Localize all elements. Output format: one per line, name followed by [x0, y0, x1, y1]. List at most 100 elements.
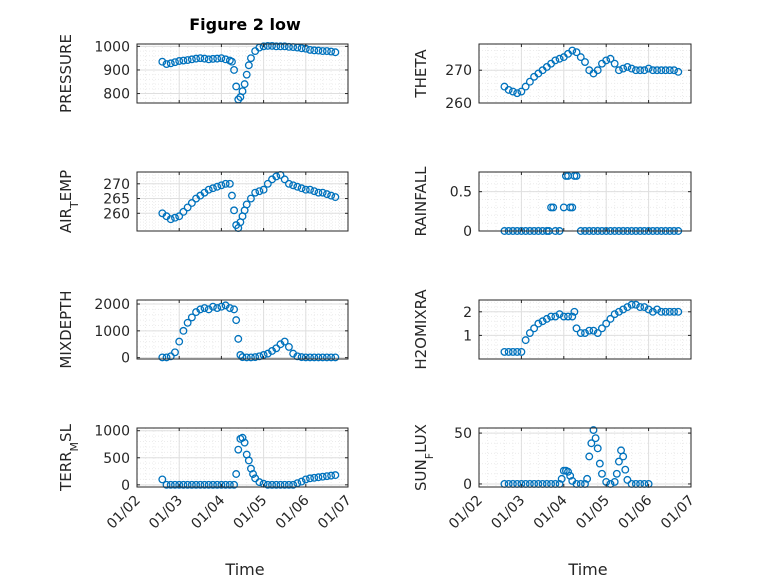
- data-point: [619, 452, 628, 461]
- data-point: [504, 347, 513, 356]
- data-point: [268, 41, 276, 50]
- data-point: [175, 337, 184, 346]
- data-point: [301, 353, 310, 362]
- data-point: [665, 307, 674, 316]
- data-point: [648, 66, 657, 75]
- data-point: [238, 87, 247, 96]
- data-point: [213, 480, 222, 489]
- data-point: [621, 465, 630, 474]
- data-point: [232, 82, 241, 91]
- data-point: [246, 353, 255, 362]
- data-point: [602, 319, 611, 328]
- data-point: [555, 54, 564, 63]
- data-point: [517, 347, 526, 356]
- data-point: [280, 42, 289, 51]
- data-point: [640, 303, 649, 312]
- data-point: [244, 61, 253, 70]
- y-tick-label: 270: [445, 63, 472, 79]
- data-point: [619, 305, 628, 314]
- y-tick-label: 270: [103, 177, 130, 193]
- data-point: [318, 188, 327, 197]
- x-tick-label: 01/06: [273, 492, 313, 532]
- data-point: [183, 203, 192, 212]
- data-point: [187, 480, 196, 489]
- subplot-theta: 260 270 THETA: [412, 43, 692, 112]
- data-point: [640, 66, 649, 75]
- data-point: [636, 66, 645, 75]
- data-point: [240, 80, 249, 89]
- data-point: [166, 215, 175, 224]
- data-point: [209, 54, 217, 63]
- axes-background: [479, 428, 691, 487]
- data-point: [568, 203, 577, 212]
- data-point: [306, 474, 314, 483]
- y-tick-label: 2000: [94, 297, 130, 313]
- data-point: [318, 472, 327, 481]
- data-point: [249, 470, 257, 478]
- data-point: [657, 66, 666, 75]
- data-point: [598, 324, 606, 333]
- data-point: [230, 305, 239, 314]
- data-point: [674, 307, 683, 316]
- data-point: [297, 184, 306, 193]
- data-point: [162, 480, 171, 489]
- x-tick-label: 01/04: [188, 492, 228, 532]
- data-point: [606, 54, 615, 63]
- data-point: [538, 317, 547, 326]
- x-tick-label: 01/03: [488, 493, 528, 533]
- y-tick-label: 260: [103, 206, 130, 222]
- axes-box: [136, 299, 349, 360]
- data-point: [200, 54, 209, 63]
- data-point: [225, 304, 234, 312]
- data-point: [555, 310, 564, 319]
- data-point: [187, 199, 196, 207]
- y-axis-label: PRESSURE: [57, 34, 75, 113]
- data-point: [327, 471, 336, 480]
- data-point: [610, 59, 619, 68]
- data-point: [158, 353, 167, 362]
- data-point: [670, 66, 678, 75]
- axes-background: [479, 172, 691, 231]
- data-point: [242, 200, 251, 209]
- data-point: [209, 184, 217, 193]
- data-point: [284, 480, 293, 489]
- data-point: [327, 353, 336, 362]
- data-point: [551, 312, 560, 321]
- data-point: [255, 352, 264, 361]
- axes-box: [478, 299, 692, 360]
- data-point: [521, 82, 530, 91]
- data-point: [196, 480, 205, 489]
- y-tick-label: 50: [454, 426, 472, 442]
- y-tick-label: 1000: [94, 424, 130, 440]
- subplot-pressure: 800 900 1000 PRESSURE: [57, 34, 349, 113]
- y-tick-label: 1000: [94, 39, 130, 55]
- data-point: [513, 89, 522, 98]
- data-point: [610, 310, 619, 319]
- axes-background: [137, 300, 348, 359]
- data-point: [230, 66, 239, 74]
- data-point: [504, 85, 513, 94]
- axes-box: [478, 171, 692, 232]
- figure-title: Figure 2 low: [189, 15, 301, 34]
- data-point: [549, 203, 558, 212]
- data-point: [158, 475, 167, 484]
- subplot-rainfall: 0 0.5 RAINFALL: [412, 166, 692, 240]
- data-point: [166, 352, 175, 361]
- data-point: [585, 326, 594, 335]
- data-point: [612, 469, 621, 478]
- data-point: [306, 353, 314, 362]
- data-point: [564, 312, 572, 321]
- data-point: [238, 353, 247, 362]
- data-point: [627, 64, 636, 73]
- y-axis-label: THETA: [412, 49, 430, 99]
- data-point: [631, 300, 640, 309]
- data-point: [581, 58, 589, 66]
- data-point: [297, 477, 306, 486]
- axes-box: [136, 171, 349, 232]
- data-point: [500, 347, 509, 356]
- data-point: [521, 336, 530, 345]
- data-point: [293, 182, 302, 191]
- x-tick-label: 01/02: [104, 493, 144, 533]
- data-point: [289, 181, 298, 190]
- data-point: [310, 187, 319, 196]
